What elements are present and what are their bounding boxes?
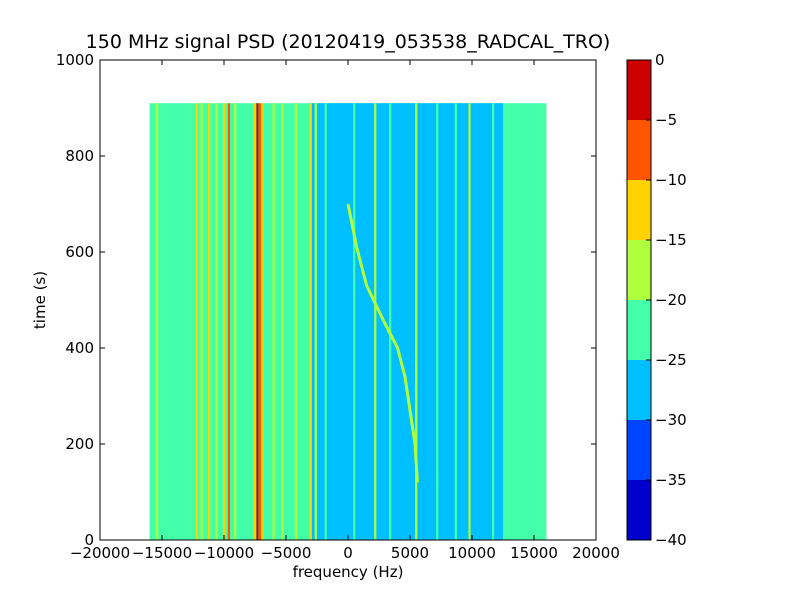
colorbar-segment — [627, 480, 651, 540]
y-axis-label: time (s) — [31, 271, 49, 329]
y-tick-label: 600 — [65, 243, 94, 261]
y-tick-label: 1000 — [56, 51, 94, 69]
x-tick-label: 0 — [343, 544, 353, 562]
colorbar-segment — [627, 420, 651, 480]
x-tick-label: 20000 — [572, 544, 620, 562]
colorbar-segment — [627, 300, 651, 360]
colorbar-segment — [627, 120, 651, 180]
colorbar-tick-label: −35 — [655, 471, 687, 489]
chart-title: 150 MHz signal PSD (20120419_053538_RADC… — [86, 31, 611, 53]
x-axis-ticks: −20000 −15000 −10000 −5000 0 5000 10000 15000 20… — [70, 60, 620, 562]
colorbar-tick-label: −20 — [655, 291, 687, 309]
colorbar-segment — [627, 180, 651, 240]
colorbar-segment — [627, 360, 651, 420]
colorbar-tick-label: −10 — [655, 171, 687, 189]
x-tick-label: −5000 — [261, 544, 312, 562]
y-tick-label: 200 — [65, 435, 94, 453]
colorbar-tick-label: −40 — [655, 531, 687, 549]
colorbar-tick-label: −25 — [655, 351, 687, 369]
colorbar — [627, 60, 651, 540]
colorbar-tick-label: 0 — [655, 51, 665, 69]
x-tick-label: −15000 — [132, 544, 192, 562]
x-tick-label: 5000 — [391, 544, 429, 562]
colorbar-tick-label: −15 — [655, 231, 687, 249]
psd-chirp-line — [346, 203, 419, 483]
colorbar-segment — [627, 240, 651, 300]
x-tick-label: 15000 — [510, 544, 558, 562]
x-axis-label: frequency (Hz) — [293, 563, 404, 581]
colorbar-segment — [627, 60, 651, 120]
y-tick-label: 400 — [65, 339, 94, 357]
x-tick-label: 10000 — [448, 544, 496, 562]
y-axis-ticks: 0 200 400 600 800 1000 — [56, 51, 596, 549]
psd-noise-floor-band — [310, 103, 503, 540]
x-tick-label: −20000 — [70, 544, 130, 562]
x-tick-label: −10000 — [194, 544, 254, 562]
psd-signal-lines — [155, 103, 495, 540]
y-tick-label: 0 — [84, 531, 94, 549]
colorbar-tick-label: −30 — [655, 411, 687, 429]
colorbar-ticks: −40 −35 −30 −25 −20 −15 −10 −5 0 — [646, 51, 687, 549]
y-tick-label: 800 — [65, 147, 94, 165]
colorbar-tick-label: −5 — [655, 111, 677, 129]
psd-chirp-track — [346, 203, 419, 483]
plot-area — [149, 103, 547, 540]
